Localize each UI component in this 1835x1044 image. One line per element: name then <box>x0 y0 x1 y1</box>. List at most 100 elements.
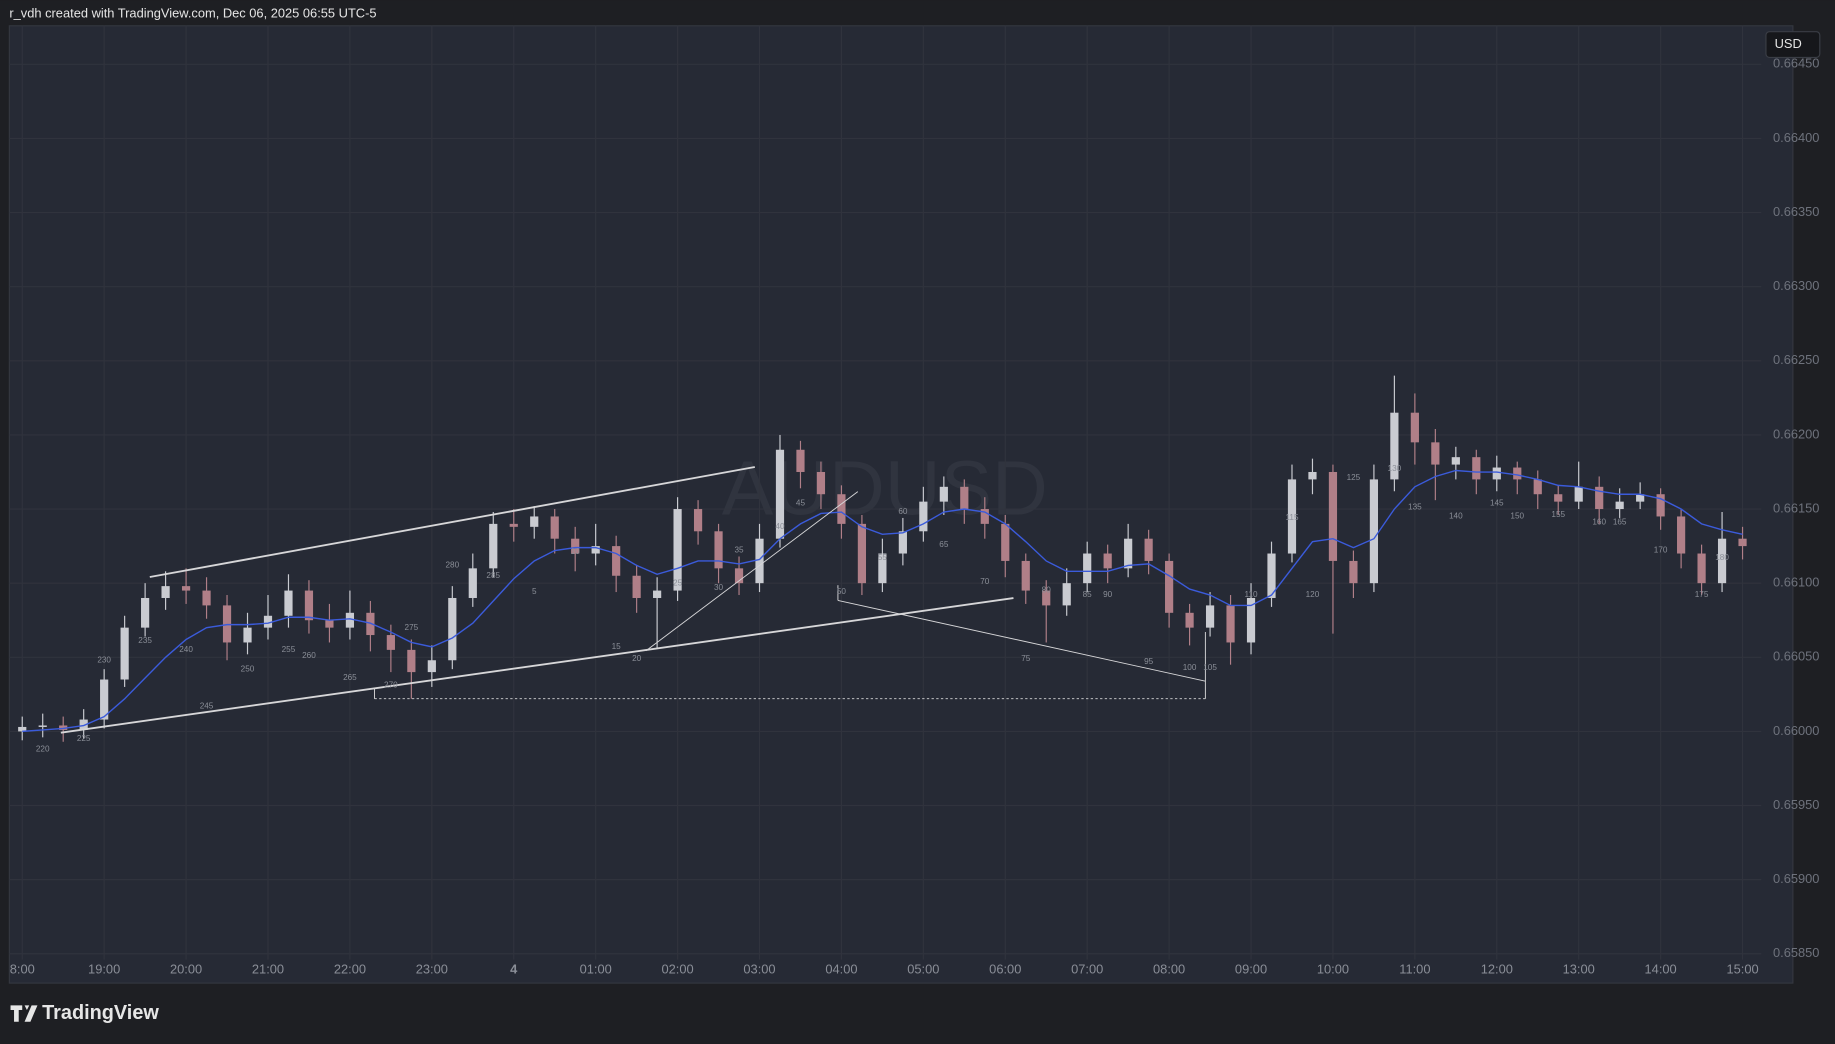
candle-body <box>141 597 150 628</box>
candle-body <box>1042 590 1051 606</box>
candle-body <box>59 725 68 730</box>
bar-number: 130 <box>1388 464 1402 473</box>
candle-body <box>857 523 867 584</box>
candle-body <box>263 615 273 628</box>
candle-body <box>304 590 314 621</box>
bar-number: 135 <box>1408 503 1422 512</box>
bar-number: 255 <box>282 645 296 654</box>
candle-body <box>1431 442 1440 465</box>
bar-number: 30 <box>714 583 724 592</box>
candle-body <box>1717 538 1727 584</box>
candle-body <box>427 660 436 673</box>
candle-body <box>591 546 600 554</box>
x-tick-label: 19:00 <box>88 962 120 977</box>
y-tick-label: 0.65900 <box>1773 871 1819 886</box>
x-tick-label: 14:00 <box>1645 962 1677 977</box>
candle-body <box>100 679 109 720</box>
candle-body <box>1451 457 1460 465</box>
trend-line <box>837 599 1206 682</box>
candle-body <box>550 516 559 539</box>
bar-number: 175 <box>1695 590 1709 599</box>
bar-number: 95 <box>1144 657 1154 666</box>
bar-number: 140 <box>1449 512 1463 521</box>
candle-body <box>755 538 764 584</box>
candle-body <box>1267 553 1276 598</box>
bar-number: 75 <box>1021 654 1031 663</box>
bar-number: 90 <box>1103 590 1113 599</box>
candle-body <box>1001 523 1010 561</box>
plot-area <box>8 25 1794 984</box>
trend-line <box>645 491 859 652</box>
x-tick-label: 15:00 <box>1726 962 1758 977</box>
candle-body <box>509 523 518 527</box>
candle-body <box>796 449 805 472</box>
bar-number: 235 <box>138 636 152 645</box>
candle-body <box>18 726 27 732</box>
candle-body <box>1390 412 1399 480</box>
x-tick-label: 10:00 <box>1317 962 1349 977</box>
currency-button[interactable] <box>1765 31 1821 58</box>
bar-number: 230 <box>97 655 111 664</box>
candle-body <box>1636 494 1645 502</box>
candle-body <box>837 494 846 524</box>
x-tick-label: 20:00 <box>170 962 202 977</box>
candle-body <box>612 546 621 576</box>
candle-body <box>202 590 211 606</box>
bar-number: 275 <box>405 623 419 632</box>
x-tick-label: 22:00 <box>334 962 366 977</box>
candle-body <box>1226 605 1235 643</box>
bar-number: 80 <box>1042 586 1052 595</box>
y-tick-label: 0.66350 <box>1773 204 1819 219</box>
y-tick-label: 0.66200 <box>1773 426 1819 441</box>
candle-body <box>1738 538 1747 547</box>
bar-number: 285 <box>486 571 500 580</box>
watermark: AUDUSD <box>722 445 1048 531</box>
x-tick-label: 03:00 <box>743 962 775 977</box>
candle-body <box>1349 560 1358 584</box>
y-tick-label: 0.66100 <box>1773 575 1819 590</box>
bar-number: 280 <box>445 561 459 570</box>
x-tick-label: 11:00 <box>1399 962 1430 977</box>
x-tick-label: 05:00 <box>907 962 939 977</box>
candle-body <box>775 449 785 539</box>
bar-number: 115 <box>1285 513 1298 522</box>
bar-number: 70 <box>980 577 990 586</box>
bar-number: 165 <box>1613 518 1627 527</box>
candle-body <box>980 509 989 524</box>
drawings <box>60 466 1206 734</box>
bar-number: 25 <box>673 578 683 587</box>
bar-number: 170 <box>1654 546 1668 555</box>
x-tick-label: 04:00 <box>825 962 857 977</box>
candle-body <box>1697 553 1706 584</box>
bar-number: 10 <box>571 547 581 556</box>
bar-number: 155 <box>1551 510 1565 519</box>
x-tick-label: 12:00 <box>1481 962 1513 977</box>
candle-body <box>222 605 232 643</box>
candle-body <box>407 649 416 673</box>
bar-number: 125 <box>1347 473 1361 482</box>
bar-number: 50 <box>837 587 847 596</box>
y-tick-label: 0.66400 <box>1773 130 1819 145</box>
bar-number: 60 <box>898 507 908 516</box>
bar-number: 65 <box>939 540 949 549</box>
bar-number: 120 <box>1306 590 1320 599</box>
candle-body <box>1472 457 1481 480</box>
candle-body <box>1369 479 1379 584</box>
bar-number: 180 <box>1715 553 1729 562</box>
x-tick-label: 8:00 <box>10 962 35 977</box>
bar-number: 220 <box>36 744 50 753</box>
y-tick-label: 0.66450 <box>1773 56 1819 71</box>
bar-number: 15 <box>612 642 622 651</box>
bar-number: 110 <box>1244 590 1257 599</box>
candle-body <box>1287 479 1297 554</box>
candle-body <box>38 725 47 727</box>
candle-body <box>878 553 887 584</box>
currency-label: USD <box>1775 36 1802 51</box>
bar-number: 225 <box>77 734 91 743</box>
candle-body <box>1144 538 1153 561</box>
candle-body <box>714 531 723 569</box>
candle-body <box>1124 538 1133 569</box>
x-tick-label: 13:00 <box>1563 962 1595 977</box>
bar-number: 100 <box>1183 663 1197 672</box>
